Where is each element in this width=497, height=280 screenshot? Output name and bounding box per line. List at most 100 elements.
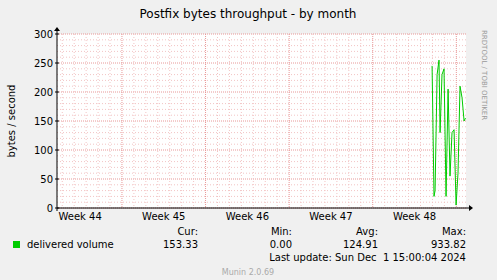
minor-grid [265,34,266,208]
grid-line [121,34,122,208]
x-tick-label: Week 44 [59,211,102,222]
grid-line [372,34,373,208]
minor-grid [57,126,466,127]
watermark: RRDTOOL / TOBI OETIKER [480,30,488,120]
grid [57,34,466,208]
minor-grid [193,34,194,208]
stats-header: Min: [271,226,292,237]
minor-grid [57,57,466,58]
minor-grid [313,34,314,208]
grid-line [57,34,466,35]
minor-grid [57,144,466,145]
y-tick [55,121,59,122]
y-tick [55,92,59,93]
x-tick-label: Week 46 [226,211,269,222]
minor-grid [57,74,466,75]
minor-grid [157,34,158,208]
x-tick-label: Week 48 [393,211,436,222]
minor-grid [145,34,146,208]
grid-line [456,34,457,208]
grid-line [57,63,466,64]
stats-value: 933.82 [431,239,466,250]
grid-line [205,34,206,208]
stats-value: 0.00 [270,239,292,250]
minor-grid [57,109,466,110]
legend-label: delivered volume [27,239,114,250]
background [0,0,497,280]
y-tick-label: 250 [34,58,53,69]
minor-grid [348,34,349,208]
grid-line [57,121,466,122]
stats-header: Avg: [356,226,378,237]
y-arrow [54,27,60,31]
minor-grid [74,34,75,208]
footer: Munin 2.0.69 [222,268,274,277]
y-tick [55,150,59,151]
y-tick [55,63,59,64]
minor-grid [57,115,466,116]
minor-grid [360,34,361,208]
minor-grid [253,34,254,208]
grid-line [57,150,466,151]
minor-grid [57,190,466,191]
minor-grid [57,103,466,104]
minor-grid [420,34,421,208]
minor-grid [57,202,466,203]
stats-header: Cur: [177,226,198,237]
minor-grid [277,34,278,208]
minor-grid [57,68,466,69]
chart: 0 50 100 150 200 250 300 Week 44 Week 45 Week 46 W… [0,0,497,280]
y-tick-label: 300 [34,29,53,40]
minor-grid [57,167,466,168]
minor-grid [57,196,466,197]
minor-grid [57,80,466,81]
minor-grid [57,155,466,156]
minor-grid [57,45,466,46]
minor-grid [169,34,170,208]
x-tick-label: Week 45 [142,211,185,222]
minor-grid [229,34,230,208]
minor-grid [57,138,466,139]
stats-header: Max: [442,226,466,237]
plot-area [57,34,466,208]
y-tick-label: 100 [34,145,53,156]
title: Postfix bytes throughput - by month [140,7,357,21]
minor-grid [98,34,99,208]
axes: 0 50 100 150 200 250 300 Week 44 Week 45 Week 46 W… [34,27,473,222]
y-tick-label: 0 [47,203,53,214]
grid-line [57,179,466,180]
x-axis [57,208,470,209]
minor-grid [57,97,466,98]
last-update: Last update: Sun Dec 1 15:00:04 2024 [269,252,466,263]
minor-grid [217,34,218,208]
minor-grid [62,34,63,208]
minor-grid [241,34,242,208]
minor-grid [396,34,397,208]
minor-grid [57,39,466,40]
minor-grid [336,34,337,208]
minor-grid [57,51,466,52]
minor-grid [181,34,182,208]
data [432,60,465,205]
y-tick-label: 50 [40,174,53,185]
minor-grid [324,34,325,208]
minor-grid [57,86,466,87]
minor-grid [110,34,111,208]
series-line [432,60,465,205]
stats-value: 124.91 [343,239,378,250]
minor-grid [133,34,134,208]
y-tick [55,34,59,35]
y-tick-label: 150 [34,116,53,127]
stats-value: 153.33 [163,239,198,250]
minor-grid [301,34,302,208]
y-tick [55,208,59,209]
minor-grid [384,34,385,208]
legend-swatch [13,241,20,248]
minor-grid [408,34,409,208]
y-label: bytes / second [6,85,17,158]
minor-grid [57,173,466,174]
x-tick-label: Week 47 [309,211,352,222]
grid-line [289,34,290,208]
grid-line [57,92,466,93]
y-tick-label: 200 [34,87,53,98]
